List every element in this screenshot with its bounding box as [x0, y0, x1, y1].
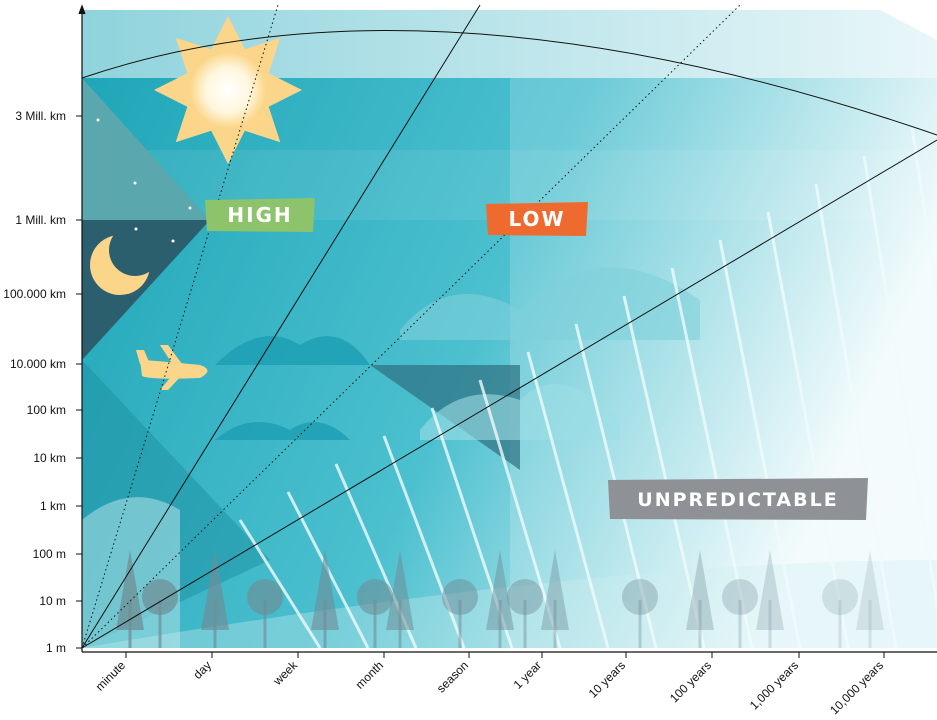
trunk	[263, 600, 267, 648]
rain-streak	[766, 211, 850, 649]
region-label: LOW	[508, 207, 565, 231]
rain-streak	[238, 519, 322, 649]
airplane	[136, 345, 208, 390]
trunk	[553, 600, 557, 648]
y-tick-label: 10.000 km	[10, 357, 66, 371]
tree-crown	[442, 579, 478, 615]
x-tick-label: 1,000 years	[747, 658, 801, 712]
trunk	[523, 600, 527, 648]
trunk	[868, 600, 872, 648]
tree-crown	[116, 550, 144, 630]
y-tick-label: 1 km	[40, 499, 66, 513]
x-tick-label: day	[191, 658, 215, 682]
y-tick-label: 100 km	[27, 403, 66, 417]
tree-crown	[856, 550, 884, 630]
trunk	[158, 600, 162, 648]
rain-streak	[718, 239, 802, 649]
x-tick-label: month	[353, 658, 386, 691]
tree-crown	[201, 550, 229, 630]
rain-streak	[430, 407, 514, 649]
rain-streak	[910, 127, 937, 301]
rain-streak	[478, 379, 562, 649]
tree-crown	[386, 550, 414, 630]
region-labels: HIGH LOW UNPREDICTABLE	[205, 198, 868, 520]
tree-crown	[247, 579, 283, 615]
tree-crown	[686, 550, 714, 630]
x-tick-label: 10 years	[586, 658, 628, 700]
curves	[81, 4, 937, 649]
rain-streak	[670, 267, 754, 649]
tree-crown	[142, 579, 178, 615]
y-tick-label: 100.000 km	[3, 287, 66, 301]
tree-crown	[822, 579, 858, 615]
tree-crown	[622, 579, 658, 615]
x-tick-label: 10,000 years	[827, 658, 886, 717]
region-label: UNPREDICTABLE	[637, 489, 838, 511]
trunk	[498, 600, 502, 648]
trunk	[458, 600, 462, 648]
y-tick-label: 10 m	[39, 594, 66, 608]
trunk	[768, 600, 772, 648]
rain-streak	[862, 155, 937, 615]
y-tick-label: 100 m	[33, 547, 66, 561]
axes	[78, 4, 937, 653]
tree-crown	[722, 579, 758, 615]
region-label-box	[486, 202, 588, 236]
tree-crown	[507, 579, 543, 615]
rain-streak	[814, 183, 898, 649]
x-tick-label: minute	[93, 658, 129, 694]
trunk	[738, 600, 742, 648]
x-tick-label: 100 years	[667, 658, 714, 705]
rain-streak	[622, 295, 706, 649]
trunk	[698, 600, 702, 648]
tree-crown	[756, 550, 784, 630]
y-tick-label: 10 km	[33, 451, 66, 465]
rain-streak	[382, 435, 466, 649]
region-label-box	[205, 198, 315, 232]
moon	[90, 118, 192, 295]
x-tick-label: week	[270, 658, 301, 689]
tree-crown	[486, 550, 514, 630]
trees	[116, 550, 884, 648]
rain-streak	[526, 351, 610, 649]
y-tick-label: 3 Mill. km	[15, 109, 66, 123]
x-tick-label: season	[434, 658, 471, 695]
region-label-box	[608, 478, 868, 520]
y-tick-label: 1 Mill. km	[15, 213, 66, 227]
tree-crown	[311, 550, 339, 630]
trunk	[838, 600, 842, 648]
tree-crown	[541, 550, 569, 630]
trunk	[373, 600, 377, 648]
y-tick-label: 1 m	[46, 641, 66, 655]
sun	[154, 16, 302, 164]
trunk	[638, 600, 642, 648]
x-tick-label: 1 year	[511, 658, 544, 691]
tree-crown	[357, 579, 393, 615]
region-label: HIGH	[227, 203, 292, 227]
rain-streaks	[238, 127, 937, 649]
